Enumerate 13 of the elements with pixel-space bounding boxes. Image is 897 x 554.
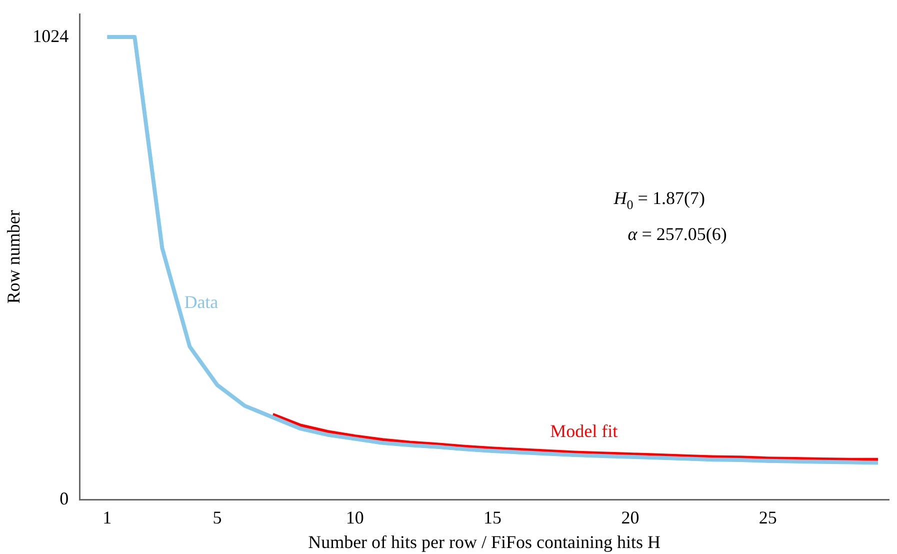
x-tick-label: 10 [346, 507, 364, 528]
y-axis-title: Row number [4, 210, 24, 304]
annotation: α = 257.05(6) [628, 224, 727, 244]
series-label: Model fit [550, 420, 618, 441]
x-tick-label: 25 [758, 507, 777, 528]
y-tick-label: 0 [60, 488, 69, 509]
y-tick-label: 1024 [32, 26, 69, 46]
x-tick-label: 20 [621, 507, 640, 528]
x-tick-label: 5 [212, 507, 222, 528]
series-label: Data [184, 292, 218, 312]
x-tick-label: 1 [102, 507, 112, 528]
x-tick-label: 15 [484, 507, 502, 528]
x-axis-title: Number of hits per row / FiFos containing hits H [308, 532, 661, 552]
